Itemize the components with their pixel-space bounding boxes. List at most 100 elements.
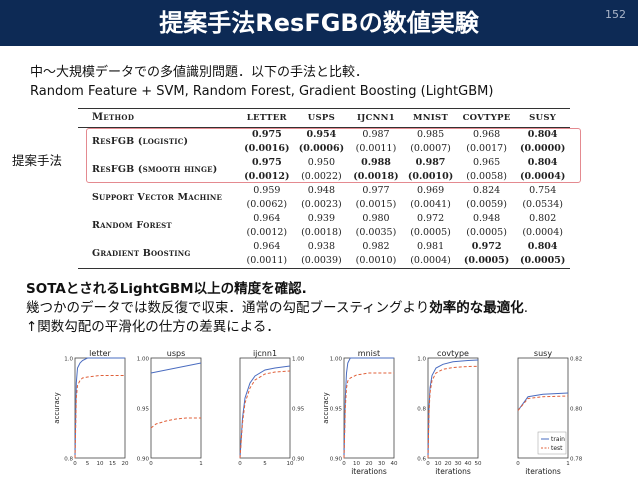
- std-error-value: (0.0005): [410, 227, 451, 238]
- train-series-line: [239, 365, 291, 459]
- x-tick-label: 20: [366, 461, 373, 467]
- accuracy-value: 0.980: [362, 213, 390, 224]
- table-header-row: Method LETTER USPS IJCNN1 MNIST COVTYPE …: [78, 108, 570, 128]
- std-error-value: (0.0000): [519, 143, 566, 154]
- accuracy-value: 0.975: [251, 129, 282, 140]
- x-tick-label: 20: [445, 461, 452, 467]
- accuracy-value: 0.804: [527, 157, 558, 168]
- intro-line-1: 中〜大規模データでの多値識別問題．以下の手法と比較．: [30, 65, 369, 80]
- x-tick-label: 10: [97, 461, 104, 467]
- y-tick-label: 0.6: [417, 457, 426, 463]
- chart-title: letter: [89, 349, 111, 358]
- table-row: Gradient Boosting 0.964 0.938 0.982 0.981 0.9…: [78, 240, 570, 269]
- table-row-error: (0.0012) (0.0018) (0.0035) (0.0005) (0.0005)…: [78, 226, 570, 240]
- chart-frame: [74, 357, 126, 459]
- test-series-line: [427, 365, 479, 459]
- std-error-value: (0.0006): [298, 143, 345, 154]
- chart-title: usps: [167, 349, 185, 358]
- std-error-value: (0.0023): [301, 199, 342, 210]
- std-error-value: (0.0059): [466, 199, 507, 210]
- std-error-value: (0.0041): [410, 199, 451, 210]
- x-tick-label: 40: [465, 461, 472, 467]
- col-header: MNIST: [403, 108, 458, 128]
- x-tick-label: 10: [353, 461, 360, 467]
- y-tick-label: 0.78: [570, 457, 583, 463]
- summary-line-1: SOTAとされるLightGBM以上の精度を確認.: [26, 281, 307, 297]
- std-error-value: (0.0039): [294, 254, 349, 269]
- x-tick-label: 0: [342, 461, 346, 467]
- method-name: Support Vector Machine: [92, 192, 223, 203]
- x-tick-label: 1: [566, 461, 570, 467]
- accuracy-value: 0.977: [362, 185, 390, 196]
- std-error-value: (0.0004): [403, 254, 458, 269]
- std-error-value: (0.0016): [244, 143, 290, 154]
- y-tick-label: 0.90: [292, 457, 305, 463]
- train-series-line: [343, 357, 394, 459]
- y-tick-label: 0.90: [330, 457, 343, 463]
- accuracy-value: 0.964: [253, 241, 281, 252]
- x-tick-label: 1: [199, 461, 203, 467]
- summary-line-2-text: 幾つかのデータでは数反復で収束．通常の勾配ブースティングより: [26, 300, 430, 316]
- y-tick-label: 1.0: [64, 357, 73, 363]
- y-tick-label: 1.00: [137, 357, 150, 363]
- proposed-method-highlight-box: [86, 128, 581, 183]
- std-error-value: (0.0035): [355, 227, 397, 238]
- table-row: ResFGB (logistic) 0.975 0.954 0.987 0.985 0.9…: [78, 128, 570, 147]
- col-header: USPS: [294, 108, 349, 128]
- x-axis-label: iterations: [351, 467, 387, 476]
- chart-frame: [239, 357, 291, 459]
- col-header: IJCNN1: [348, 108, 404, 128]
- x-tick-label: 5: [263, 461, 267, 467]
- std-error-value: (0.0018): [301, 227, 342, 238]
- y-tick-label: 1.00: [330, 357, 343, 363]
- table-row-error: (0.0062) (0.0023) (0.0015) (0.0041) (0.0059)…: [78, 198, 570, 212]
- intro-line-2: Random Feature + SVM, Random Forest, Gra…: [30, 84, 494, 99]
- test-series-line: [150, 417, 201, 429]
- table-row: Support Vector Machine 0.959 0.948 0.977 0.9…: [78, 184, 570, 203]
- std-error-value: (0.0005): [466, 227, 507, 238]
- method-name: ResFGB (logistic): [92, 136, 189, 147]
- accuracy-value: 0.948: [307, 185, 335, 196]
- y-tick-label: 1.00: [292, 357, 305, 363]
- summary-line-3: ↑関数勾配の平滑化の仕方の差異による．: [26, 319, 280, 335]
- accuracy-value: 0.972: [416, 213, 445, 224]
- std-error-value: (0.0010): [348, 254, 404, 269]
- proposed-method-label: 提案手法: [12, 153, 63, 168]
- std-error-value: (0.0005): [457, 254, 516, 269]
- accuracy-value: 0.954: [306, 129, 337, 140]
- x-tick-label: 0: [426, 461, 430, 467]
- accuracy-value: 0.959: [253, 185, 281, 196]
- x-tick-label: 10: [435, 461, 442, 467]
- accuracy-value: 0.802: [529, 213, 557, 224]
- std-error-value: (0.0017): [466, 143, 507, 154]
- y-tick-label: 0.95: [137, 407, 150, 413]
- y-tick-label: 0.95: [292, 407, 305, 413]
- accuracy-value: 0.988: [361, 157, 391, 168]
- accuracy-value: 0.975: [251, 157, 282, 168]
- accuracy-value: 0.987: [362, 129, 390, 140]
- method-name: Random Forest: [92, 220, 172, 231]
- x-tick-label: 50: [475, 461, 482, 467]
- std-error-value: (0.0012): [244, 171, 290, 182]
- train-series-line: [517, 392, 569, 411]
- x-tick-label: 10: [287, 461, 294, 467]
- summary-line-2: 幾つかのデータでは数反復で収束．通常の勾配ブースティングより効率的な最適化.: [26, 299, 528, 318]
- std-error-value: (0.0534): [522, 199, 563, 210]
- std-error-value: (0.0062): [246, 199, 288, 210]
- x-axis-label: iterations: [525, 467, 561, 476]
- table-row-error: (0.0012) (0.0022) (0.0018) (0.0010) (0.0058)…: [78, 170, 570, 184]
- y-tick-label: 0.95: [330, 407, 343, 413]
- x-tick-label: 30: [378, 461, 385, 467]
- results-table: Method LETTER USPS IJCNN1 MNIST COVTYPE …: [78, 108, 570, 269]
- x-tick-label: 30: [455, 461, 462, 467]
- std-error-value: (0.0012): [246, 227, 288, 238]
- slide-title: 提案手法ResFGBの数値実験: [159, 9, 479, 37]
- x-tick-label: 0: [149, 461, 153, 467]
- accuracy-value: 0.987: [415, 157, 446, 168]
- accuracy-value: 0.804: [527, 241, 558, 252]
- accuracy-value: 0.804: [527, 129, 558, 140]
- legend-label: train: [551, 436, 565, 443]
- accuracy-value: 0.981: [416, 241, 445, 252]
- table-row: ResFGB (smooth hinge) 0.975 0.950 0.988 0.98…: [78, 156, 570, 175]
